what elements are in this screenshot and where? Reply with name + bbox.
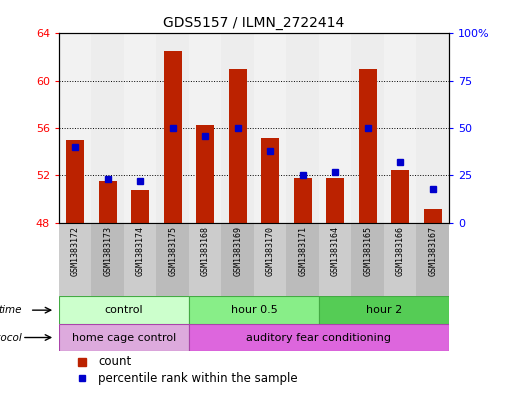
Bar <box>222 223 254 296</box>
Bar <box>59 296 189 324</box>
Text: GSM1383170: GSM1383170 <box>266 226 274 277</box>
Bar <box>99 182 116 223</box>
Text: count: count <box>98 355 131 368</box>
Bar <box>294 178 311 223</box>
Text: home cage control: home cage control <box>72 332 176 343</box>
Bar <box>124 223 156 296</box>
Bar <box>189 223 222 296</box>
Bar <box>59 33 91 223</box>
Bar <box>417 33 449 223</box>
Text: time: time <box>0 305 22 315</box>
Bar <box>59 223 91 296</box>
Bar <box>319 33 351 223</box>
Bar <box>359 69 377 223</box>
Text: GSM1383174: GSM1383174 <box>136 226 145 277</box>
Bar <box>222 33 254 223</box>
Bar <box>391 169 409 223</box>
Text: GSM1383167: GSM1383167 <box>428 226 437 277</box>
Bar <box>164 51 182 223</box>
Bar <box>384 223 417 296</box>
Bar <box>229 69 247 223</box>
Text: GSM1383164: GSM1383164 <box>331 226 340 277</box>
Bar <box>326 178 344 223</box>
Bar <box>156 223 189 296</box>
Bar <box>286 223 319 296</box>
Title: GDS5157 / ILMN_2722414: GDS5157 / ILMN_2722414 <box>163 16 345 29</box>
Text: GSM1383165: GSM1383165 <box>363 226 372 277</box>
Bar <box>384 33 417 223</box>
Bar <box>66 140 84 223</box>
Bar <box>131 190 149 223</box>
Bar <box>319 223 351 296</box>
Bar <box>189 324 449 351</box>
Bar <box>351 33 384 223</box>
Bar <box>189 296 319 324</box>
Bar <box>156 33 189 223</box>
Text: control: control <box>105 305 143 315</box>
Text: percentile rank within the sample: percentile rank within the sample <box>98 372 298 385</box>
Text: hour 0.5: hour 0.5 <box>230 305 278 315</box>
Text: GSM1383173: GSM1383173 <box>103 226 112 277</box>
Bar <box>417 223 449 296</box>
Text: GSM1383169: GSM1383169 <box>233 226 242 277</box>
Bar <box>319 296 449 324</box>
Bar <box>196 125 214 223</box>
Text: hour 2: hour 2 <box>366 305 402 315</box>
Text: GSM1383172: GSM1383172 <box>71 226 80 277</box>
Bar <box>351 223 384 296</box>
Bar <box>59 324 189 351</box>
Text: GSM1383168: GSM1383168 <box>201 226 210 277</box>
Bar <box>189 33 222 223</box>
Bar <box>254 223 286 296</box>
Bar <box>124 33 156 223</box>
Text: GSM1383175: GSM1383175 <box>168 226 177 277</box>
Bar <box>91 33 124 223</box>
Text: GSM1383166: GSM1383166 <box>396 226 405 277</box>
Text: protocol: protocol <box>0 332 22 343</box>
Bar <box>91 223 124 296</box>
Text: auditory fear conditioning: auditory fear conditioning <box>246 332 391 343</box>
Bar <box>286 33 319 223</box>
Bar <box>261 138 279 223</box>
Text: GSM1383171: GSM1383171 <box>298 226 307 277</box>
Bar <box>424 209 442 223</box>
Bar <box>254 33 286 223</box>
